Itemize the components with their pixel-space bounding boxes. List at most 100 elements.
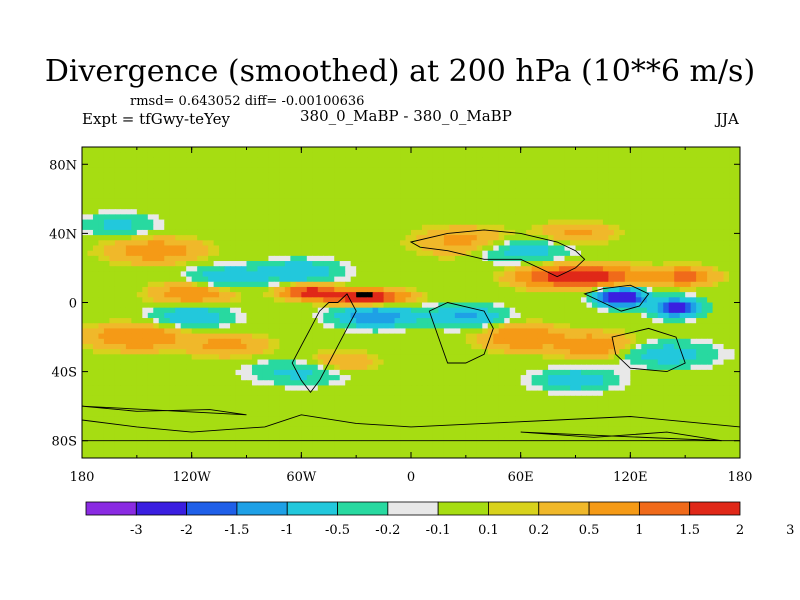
field-cell — [125, 209, 132, 215]
field-cell — [356, 286, 363, 293]
field-cell — [608, 318, 615, 324]
field-cell — [98, 338, 105, 345]
field-cell — [591, 343, 599, 350]
field-cell — [696, 302, 703, 309]
field-cell — [454, 235, 461, 241]
field-cell — [219, 219, 226, 226]
field-cell — [674, 307, 681, 314]
field-cell — [624, 188, 631, 195]
field-cell — [202, 312, 209, 319]
field-cell — [328, 219, 335, 226]
field-cell — [186, 193, 193, 200]
field-cell — [339, 328, 346, 335]
field-cell — [591, 183, 599, 190]
field-cell — [400, 178, 407, 184]
field-cell — [279, 328, 286, 335]
field-cell — [241, 157, 248, 164]
field-cell — [213, 333, 220, 340]
field-cell — [564, 312, 571, 319]
field-cell — [345, 302, 352, 309]
field-cell — [553, 302, 560, 309]
field-cell — [82, 250, 89, 257]
field-cell — [646, 147, 653, 153]
field-cell — [482, 204, 489, 210]
field-cell — [202, 188, 209, 195]
field-cell — [312, 240, 319, 247]
field-cell — [701, 354, 708, 361]
field-cell — [82, 188, 89, 195]
field-cell — [98, 198, 105, 205]
field-cell — [312, 271, 319, 278]
field-cell — [328, 147, 335, 153]
field-cell — [690, 162, 697, 169]
field-cell — [109, 286, 116, 293]
field-cell — [701, 323, 708, 330]
field-cell — [471, 323, 478, 330]
field-cell — [520, 214, 527, 221]
field-cell — [180, 318, 187, 324]
field-cell — [235, 178, 242, 184]
field-cell — [482, 338, 489, 345]
field-cell — [641, 307, 648, 314]
field-cell — [224, 255, 231, 262]
field-cell — [251, 183, 259, 190]
field-cell — [153, 276, 160, 283]
field-cell — [449, 255, 456, 262]
field-cell — [224, 198, 231, 205]
field-cell — [389, 193, 396, 200]
field-cell — [509, 276, 516, 283]
field-cell — [608, 183, 615, 190]
field-cell — [235, 359, 242, 366]
field-cell — [273, 250, 280, 257]
field-cell — [602, 333, 609, 340]
field-cell — [301, 307, 308, 314]
field-cell — [208, 292, 215, 298]
field-cell — [657, 343, 664, 350]
field-cell — [230, 261, 237, 267]
field-cell — [98, 302, 105, 309]
field-cell — [707, 318, 714, 324]
field-cell — [350, 333, 357, 340]
field-cell — [674, 240, 681, 247]
field-cell — [158, 198, 165, 205]
field-cell — [613, 349, 620, 355]
field-cell — [109, 323, 116, 330]
field-cell — [663, 157, 670, 164]
field-cell — [367, 209, 374, 215]
field-cell — [674, 292, 681, 298]
field-cell — [345, 229, 352, 236]
field-cell — [219, 328, 226, 335]
field-cell — [125, 147, 132, 153]
field-cell — [323, 338, 330, 345]
field-cell — [580, 152, 588, 158]
field-cell — [679, 250, 686, 257]
field-cell — [372, 354, 379, 361]
field-cell — [471, 178, 478, 184]
field-cell — [520, 152, 527, 158]
field-cell — [372, 323, 379, 330]
field-cell — [729, 204, 736, 210]
field-cell — [635, 338, 642, 345]
field-cell — [657, 302, 664, 309]
field-cell — [608, 271, 615, 278]
field-cell — [372, 271, 379, 278]
field-cell — [268, 292, 275, 298]
field-cell — [679, 188, 686, 195]
field-cell — [224, 204, 231, 210]
field-cell — [493, 152, 500, 158]
field-cell — [251, 193, 259, 200]
field-cell — [345, 354, 352, 361]
field-cell — [147, 235, 154, 241]
field-cell — [602, 328, 609, 335]
field-cell — [98, 157, 105, 164]
field-cell — [312, 318, 319, 324]
field-cell — [131, 157, 138, 164]
field-cell — [559, 152, 566, 158]
field-cell — [345, 193, 352, 200]
field-cell — [92, 183, 100, 190]
field-cell — [235, 292, 242, 298]
field-cell — [290, 297, 297, 304]
field-cell — [635, 276, 642, 283]
field-cell — [460, 162, 467, 169]
field-cell — [416, 281, 423, 288]
